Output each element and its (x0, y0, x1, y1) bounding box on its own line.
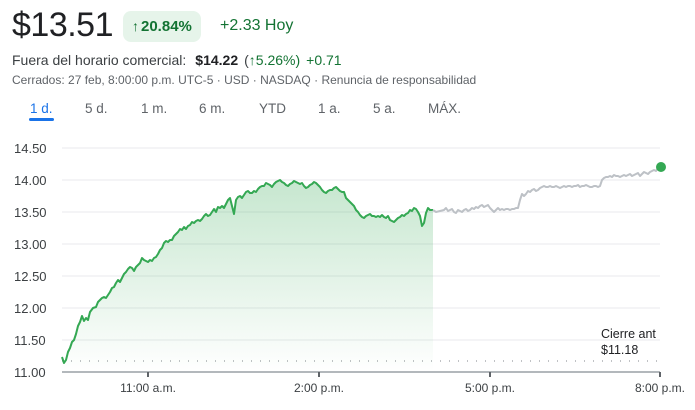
x-tick-2pm: 2:00 p.m. (293, 381, 345, 395)
y-tick-1250: 12.50 (14, 269, 47, 284)
range-tabs: 1 d. 5 d. 1 m. 6 m. YTD 1 a. 5 a. MÁX. (0, 98, 500, 124)
disclaimer-link[interactable]: Renuncia de responsabilidad (321, 73, 477, 87)
after-hours-label: Fuera del horario comercial: (12, 52, 187, 68)
tab-ytd[interactable]: YTD (259, 101, 286, 116)
y-tick-1150: 11.50 (14, 333, 46, 348)
x-tick-5pm: 5:00 p.m. (464, 381, 516, 395)
y-tick-1400: 14.00 (14, 173, 47, 188)
arrow-up-icon: ↑ (248, 52, 256, 68)
tab-1y[interactable]: 1 a. (318, 101, 341, 116)
change-absolute: +2.33 Hoy (220, 17, 294, 34)
y-tick-1450: 14.50 (14, 141, 47, 156)
last-price-dot (656, 162, 666, 172)
after-hours-line (432, 166, 661, 214)
after-hours-change-abs: +0.71 (306, 52, 342, 68)
current-price: $13.51 (12, 6, 114, 44)
tab-6m[interactable]: 6 m. (199, 101, 226, 116)
change-percent-badge: ↑ 20.84% (123, 11, 201, 42)
after-hours-price: $14.22 (195, 52, 239, 68)
prev-close-value: $11.18 (601, 343, 639, 357)
tab-max[interactable]: MÁX. (428, 101, 462, 116)
after-hours-row: Fuera del horario comercial: $14.22 (↑5.… (12, 52, 342, 68)
tab-1m[interactable]: 1 m. (141, 101, 168, 116)
y-tick-1350: 13.50 (14, 205, 47, 220)
price-chart[interactable]: 14.50 14.00 13.50 13.00 12.50 12.00 11.5… (0, 130, 695, 410)
prev-close-annotation: Cierre ant $11.18 (601, 326, 656, 358)
tab-1d[interactable]: 1 d. (29, 101, 54, 121)
regular-session-line (61, 179, 433, 364)
change-percent: 20.84% (141, 18, 192, 35)
chart-plot (61, 147, 666, 377)
y-tick-1300: 13.00 (14, 237, 47, 252)
after-hours-change: (↑5.26%) (244, 52, 301, 68)
y-tick-1200: 12.00 (14, 301, 47, 316)
y-tick-1100: 11.00 (14, 365, 46, 380)
prev-close-label: Cierre ant (601, 327, 656, 341)
x-tick-8pm: 8:00 p.m. (634, 381, 686, 395)
market-status-text: Cerrados: 27 feb, 8:00:00 p.m. UTC-5 · U… (12, 73, 322, 87)
arrow-up-icon: ↑ (132, 18, 139, 34)
tab-5d[interactable]: 5 d. (85, 101, 108, 116)
tab-5y[interactable]: 5 a. (373, 101, 396, 116)
market-status: Cerrados: 27 feb, 8:00:00 p.m. UTC-5 · U… (12, 73, 476, 87)
x-tick-11am: 11:00 a.m. (120, 381, 176, 395)
